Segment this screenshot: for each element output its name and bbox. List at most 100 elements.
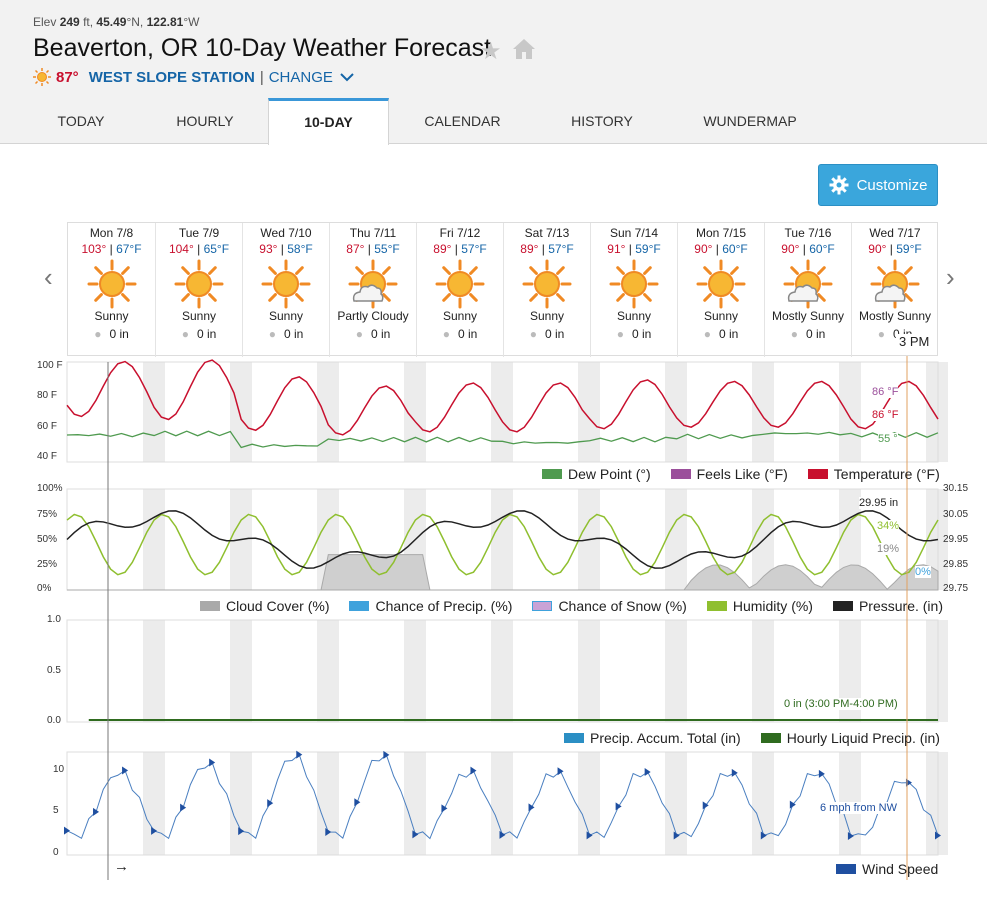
day-high: 103° [81,242,107,256]
wind-arrow [702,801,709,810]
y-tick-label: 0.5 [47,665,61,676]
legend-cloud-cover[interactable]: Cloud Cover (%) [226,598,330,614]
night-shade [491,489,513,590]
night-shade [491,620,513,722]
legend-wind-speed[interactable]: Wind Speed [862,861,939,877]
chart2-legend: Cloud Cover (%) Chance of Precip. (%) Ch… [200,598,943,614]
day-precip: ● 0 in [417,327,503,341]
home-icon[interactable] [512,38,536,60]
temperature-swatch [807,469,828,479]
y-tick-label: 75% [37,509,58,520]
legend-hourly-precip[interactable]: Hourly Liquid Precip. (in) [786,730,940,746]
day-temps: 90° | 60°F [678,242,764,256]
day-name: Sat 7/13 [524,226,570,240]
tab-hourly[interactable]: HOURLY [176,113,234,129]
sun-icon [609,259,659,309]
wind-arrow [209,758,216,767]
day-precip: ● 0 in [243,327,329,341]
customize-button[interactable]: Customize [818,164,938,206]
y-tick-label-right: 30.05 [943,509,969,520]
day-name: Wed 7/10 [260,226,312,240]
day-column[interactable]: Mon 7/8 103° | 67°F Sunny ● 0 in [68,223,155,357]
day-column[interactable]: Tue 7/16 90° | 60°F Mostly Sunny ● 0 in [764,223,851,357]
raindrop-icon: ● [703,327,711,341]
night-shade [404,752,426,855]
legend-chance-precip[interactable]: Chance of Precip. (%) [375,598,513,614]
night-shade [578,752,600,855]
day-column[interactable]: Thu 7/11 87° | 55°F Partly Cloudy ● 0 in [329,223,416,357]
legend-dew-point[interactable]: Dew Point (°) [568,466,651,482]
night-shade [143,752,165,855]
day-column[interactable]: Fri 7/12 89° | 57°F Sunny ● 0 in [416,223,503,357]
day-high: 89° [520,242,539,256]
dewpoint-swatch [542,469,562,479]
raindrop-icon: ● [268,327,276,341]
day-condition: Sunny [268,309,304,323]
temp-separator: | [625,242,636,256]
tab-10-day[interactable]: 10-DAY [268,98,389,145]
prev-days-arrow[interactable]: ‹ [44,262,53,292]
night-shade [665,752,687,855]
day-temps: 89° | 57°F [504,242,590,256]
tab-wundermap[interactable]: WUNDERMAP [703,113,797,129]
change-station-link[interactable]: CHANGE [268,68,333,86]
wind-arrow [615,802,622,811]
hover-time-label: 3 PM [896,334,933,349]
day-name: Wed 7/17 [869,226,921,240]
day-condition: Sunny [616,309,652,323]
wind-arrow [93,807,100,816]
current-temp: 87° [56,68,79,86]
chart1-legend: Dew Point (°) Feels Like (°F) Temperatur… [542,466,940,482]
day-column[interactable]: Mon 7/15 90° | 60°F Sunny ● 0 in [677,223,764,357]
wind-arrow [122,766,129,775]
day-column[interactable]: Wed 7/17 90° | 59°F Mostly Sunny ●0 in [851,223,938,357]
wind-arrow [499,830,506,839]
wind-arrow [180,803,187,812]
y-tick-label: 1.0 [47,614,61,625]
day-high: 90° [694,242,713,256]
tab-calendar[interactable]: CALENDAR [424,113,501,129]
temp-separator: | [277,242,288,256]
station-name[interactable]: WEST SLOPE STATION [88,68,255,86]
day-name: Thu 7/11 [349,226,397,240]
legend-pressure[interactable]: Pressure. (in) [858,598,943,614]
partly-cloudy-icon [348,259,398,309]
day-high: 89° [433,242,452,256]
cloud-cover-area [67,554,939,591]
legend-chance-snow[interactable]: Chance of Snow (%) [558,598,687,614]
hourly-precip-swatch [760,733,781,743]
next-days-arrow[interactable]: › [946,262,955,292]
wind-arrow [557,767,564,776]
elev-value: 249 [59,15,80,29]
sun-icon [435,259,485,309]
temp-separator: | [364,242,375,256]
day-condition: Partly Cloudy [337,309,409,323]
legend-temperature[interactable]: Temperature (°F) [833,466,940,482]
day-temps: 93° | 58°F [243,242,329,256]
day-column[interactable]: Tue 7/9 104° | 65°F Sunny ● 0 in [155,223,242,357]
lon-unit: °W [183,15,200,29]
day-precip: ● 0 in [68,327,155,341]
raindrop-icon: ● [181,327,189,341]
legend-precip-accum[interactable]: Precip. Accum. Total (in) [590,730,741,746]
day-column[interactable]: Sun 7/14 91° | 59°F Sunny ● 0 in [590,223,677,357]
mostly-sunny-icon [870,259,920,309]
night-shade [143,489,165,590]
feels-like-readout: 86 °F [872,386,899,398]
favorite-star-icon[interactable]: ★ [480,38,502,65]
night-shade [839,620,861,722]
day-temps: 90° | 59°F [852,242,938,256]
raindrop-icon: ● [442,327,450,341]
day-column[interactable]: Sat 7/13 89° | 57°F Sunny ● 0 in [503,223,590,357]
legend-humidity[interactable]: Humidity (%) [732,598,813,614]
chevron-down-icon[interactable] [339,71,355,83]
tab-history[interactable]: HISTORY [571,113,633,129]
legend-feels-like[interactable]: Feels Like (°F) [696,466,788,482]
sun-icon [522,259,572,309]
night-shade [926,362,948,462]
tab-today[interactable]: TODAY [57,113,105,129]
temp-separator: | [538,242,549,256]
night-shade [665,489,687,590]
day-column[interactable]: Wed 7/10 93° | 58°F Sunny ● 0 in [242,223,329,357]
forecast-charts[interactable] [0,356,987,897]
